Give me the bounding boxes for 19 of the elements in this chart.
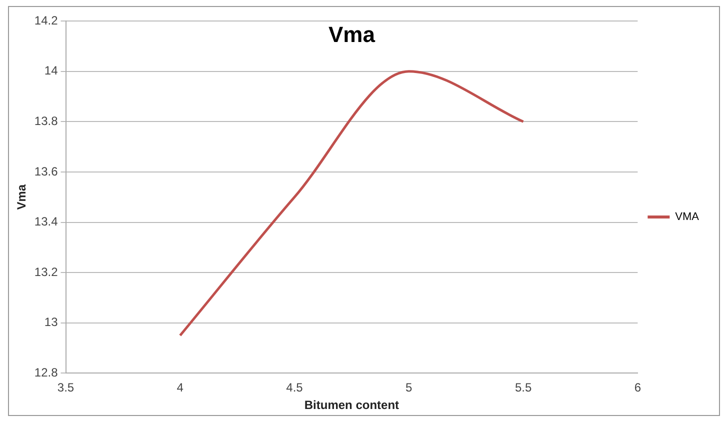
x-axis-title: Bitumen content (304, 398, 400, 412)
y-axis-title: Vma (14, 184, 29, 210)
x-tick-label: 4 (176, 380, 184, 395)
y-tick-label: 13 (44, 315, 58, 330)
y-tick-label: 13.6 (34, 164, 58, 178)
x-tick-label: 5.5 (514, 380, 532, 395)
y-tick-label: 13.4 (34, 214, 58, 229)
y-tick-label: 14.2 (34, 13, 58, 28)
line-series (178, 70, 525, 337)
x-tick-label: 4.5 (286, 380, 304, 395)
y-tick-label: 13.8 (34, 114, 58, 128)
y-tick-label: 13.2 (34, 264, 58, 279)
y-tick-label: 12.8 (34, 366, 58, 380)
y-tick-label: 14 (44, 64, 58, 78)
chart-title: Vma (328, 22, 376, 48)
x-tick-label: 3.5 (57, 380, 74, 395)
x-tick-label: 6 (634, 380, 642, 395)
x-tick-label: 5 (406, 380, 413, 395)
legend-label: VMA (675, 211, 700, 224)
